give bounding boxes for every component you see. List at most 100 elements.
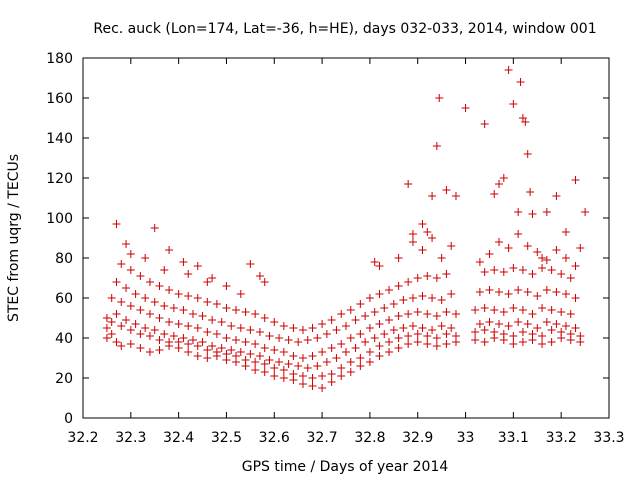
data-point xyxy=(165,338,174,346)
data-point xyxy=(495,180,504,188)
data-point xyxy=(126,302,135,310)
data-point xyxy=(361,338,370,346)
data-point xyxy=(208,316,217,324)
data-point xyxy=(538,340,547,348)
data-point xyxy=(332,326,341,334)
data-point xyxy=(518,306,527,314)
data-point xyxy=(475,320,484,328)
data-point xyxy=(499,308,508,316)
data-point xyxy=(184,270,193,278)
data-point xyxy=(404,340,413,348)
data-point xyxy=(516,78,525,86)
data-point xyxy=(322,358,331,366)
data-point xyxy=(356,300,365,308)
data-point xyxy=(404,278,413,286)
data-point xyxy=(542,286,551,294)
data-point xyxy=(203,298,212,306)
data-point xyxy=(342,348,350,356)
data-point xyxy=(284,360,293,368)
data-point xyxy=(318,384,327,392)
plot-frame xyxy=(82,57,610,419)
data-point xyxy=(518,328,527,336)
data-point xyxy=(184,292,193,300)
data-point xyxy=(337,372,346,380)
data-point xyxy=(380,304,389,312)
data-point xyxy=(131,290,140,298)
x-tick-label: 32.7 xyxy=(307,430,338,446)
data-point xyxy=(251,340,260,348)
data-point xyxy=(174,290,183,298)
data-point xyxy=(298,326,307,334)
data-point xyxy=(160,266,169,274)
data-point xyxy=(528,210,537,218)
data-point xyxy=(442,308,451,316)
data-point xyxy=(289,370,298,378)
data-point xyxy=(270,318,279,326)
y-tick-label: 100 xyxy=(46,211,73,227)
data-point xyxy=(504,66,513,74)
data-point xyxy=(451,310,460,318)
data-point xyxy=(504,244,513,252)
data-point xyxy=(212,300,221,308)
data-point xyxy=(552,192,561,200)
data-point xyxy=(165,286,174,294)
data-point xyxy=(203,278,212,286)
data-point xyxy=(193,352,202,360)
data-point xyxy=(222,282,231,290)
data-point xyxy=(107,330,116,338)
data-point xyxy=(408,294,417,302)
x-tick-label: 32.5 xyxy=(211,430,242,446)
data-point xyxy=(236,324,245,332)
data-point xyxy=(174,338,183,346)
data-point xyxy=(193,262,202,270)
y-axis-title: STEC from uqrg / TECUs xyxy=(6,154,22,322)
data-point xyxy=(150,224,159,232)
data-point xyxy=(232,336,241,344)
data-point xyxy=(212,330,221,338)
data-point xyxy=(432,312,441,320)
data-point xyxy=(365,294,374,302)
data-point xyxy=(375,290,384,298)
data-point xyxy=(279,374,288,382)
data-point xyxy=(208,342,217,350)
data-point xyxy=(212,348,221,356)
data-point xyxy=(303,336,312,344)
data-point xyxy=(279,348,288,356)
data-point xyxy=(442,270,451,278)
data-point xyxy=(418,324,427,332)
data-point xyxy=(528,310,537,318)
data-point xyxy=(126,326,135,334)
data-point xyxy=(102,324,111,332)
data-point xyxy=(188,336,197,344)
data-point xyxy=(318,320,327,328)
data-point xyxy=(227,346,236,354)
data-point xyxy=(346,368,355,376)
data-point xyxy=(342,322,350,330)
data-point xyxy=(518,338,527,346)
x-tick-label: 33.3 xyxy=(593,430,624,446)
data-point xyxy=(471,328,480,336)
y-tick-label: 20 xyxy=(55,371,73,387)
data-point xyxy=(251,310,260,318)
data-point xyxy=(255,352,264,360)
x-tick-label: 32.4 xyxy=(163,430,194,446)
data-point xyxy=(480,338,489,346)
data-point xyxy=(208,274,217,282)
data-point xyxy=(394,344,403,352)
data-point xyxy=(418,246,427,254)
data-point xyxy=(174,320,183,328)
data-point xyxy=(102,314,111,322)
data-point xyxy=(389,326,398,334)
data-point xyxy=(279,322,288,330)
data-point xyxy=(538,332,547,340)
data-point xyxy=(451,192,460,200)
data-point xyxy=(499,330,508,338)
data-point xyxy=(356,354,365,362)
data-point xyxy=(145,348,154,356)
data-point xyxy=(294,338,303,346)
data-point xyxy=(485,250,494,258)
data-point xyxy=(375,342,384,350)
data-point xyxy=(246,350,255,358)
data-point xyxy=(389,300,398,308)
